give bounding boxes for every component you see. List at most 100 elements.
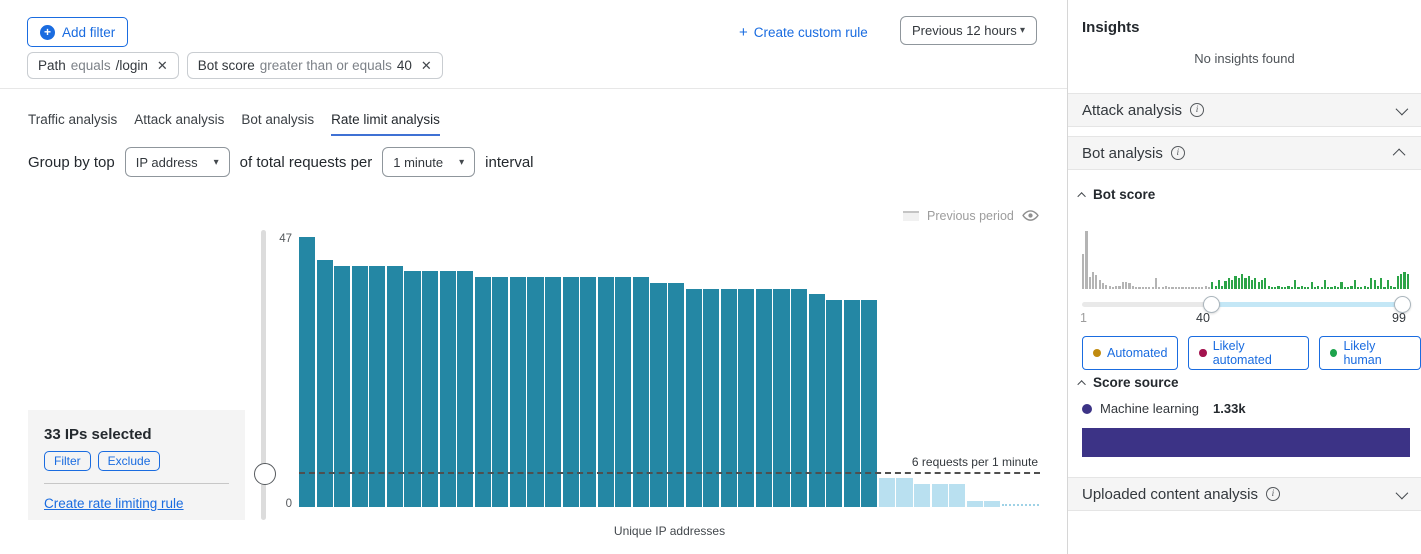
attack-analysis-label: Attack analysis xyxy=(1082,101,1183,119)
histogram-bar xyxy=(1184,287,1187,289)
filter-chip[interactable]: Path equals/login ✕ xyxy=(27,52,179,79)
chip-operator: greater than or equals xyxy=(259,58,392,73)
create-custom-rule-link[interactable]: + Create custom rule xyxy=(739,24,868,41)
histogram-bar xyxy=(1350,286,1353,289)
info-icon[interactable]: i xyxy=(1190,103,1205,117)
create-rate-limiting-rule-link[interactable]: Create rate limiting rule xyxy=(44,496,184,511)
accordion-attack-analysis[interactable]: Attack analysis i xyxy=(1068,93,1421,127)
histogram-bar xyxy=(1406,274,1409,289)
histogram-bar xyxy=(1181,287,1184,289)
badge-automated[interactable]: Automated xyxy=(1082,336,1179,370)
chart-bar xyxy=(439,271,456,507)
score-source-header: Score source xyxy=(1093,375,1179,390)
close-icon[interactable]: ✕ xyxy=(420,57,432,73)
histogram-bar xyxy=(1310,282,1313,289)
close-icon[interactable]: ✕ xyxy=(156,57,168,73)
histogram-bar xyxy=(1085,231,1088,289)
x-axis-label: Unique IP addresses xyxy=(613,524,726,538)
histogram-bar xyxy=(1376,286,1380,289)
time-range-dropdown[interactable]: Previous 12 hours ▾ xyxy=(900,16,1037,45)
add-filter-button[interactable]: + Add filter xyxy=(27,17,129,47)
threshold-dashed-line xyxy=(299,472,1040,474)
chevron-down-icon: ▾ xyxy=(1019,25,1025,36)
histogram-bar xyxy=(1237,278,1240,289)
insights-sidebar: Insights No insights found Attack analys… xyxy=(1067,0,1421,554)
chart-bar xyxy=(404,271,421,507)
chart-bar xyxy=(738,289,755,507)
chart-bar xyxy=(843,300,860,507)
histogram-bar xyxy=(1082,254,1085,289)
chart-bar xyxy=(984,501,1001,507)
histogram-bar xyxy=(1294,280,1297,289)
histogram-bar xyxy=(1095,275,1098,289)
chart-bar xyxy=(667,283,685,507)
accordion-uploaded-content-analysis[interactable]: Uploaded content analysis i xyxy=(1068,477,1421,511)
chart-bar xyxy=(703,289,720,507)
histogram-bar xyxy=(1323,280,1327,289)
histogram-bar xyxy=(1264,278,1267,289)
histogram-bar xyxy=(1144,287,1148,289)
threshold-slider-track xyxy=(261,230,266,520)
histogram-bar xyxy=(1340,282,1343,289)
slider-high-handle[interactable] xyxy=(1394,296,1411,313)
badge-likely-human[interactable]: Likely human xyxy=(1319,336,1421,370)
histogram-bar xyxy=(1194,287,1197,289)
score-source-subsection[interactable]: Score source xyxy=(1077,375,1179,390)
histogram-bar xyxy=(1290,287,1293,289)
bot-score-header: Bot score xyxy=(1093,187,1156,202)
requests-bar-chart: 6 requests per 1 minute xyxy=(299,237,1040,507)
tab-attack-analysis[interactable]: Attack analysis xyxy=(134,112,225,127)
histogram-bar xyxy=(1131,286,1134,289)
tab-bot-analysis[interactable]: Bot analysis xyxy=(241,112,315,127)
tab-rate-limit-analysis[interactable]: Rate limit analysis xyxy=(331,112,440,136)
histogram-bar xyxy=(1373,280,1376,289)
chart-bar xyxy=(527,277,544,507)
group-by-controls: Group by top IP address ▾ of total reque… xyxy=(28,147,534,177)
group-by-value: IP address xyxy=(135,154,198,170)
threshold-slider-handle[interactable] xyxy=(254,463,276,485)
histogram-bar xyxy=(1204,286,1207,289)
histogram-bar xyxy=(1370,278,1373,289)
previous-period-legend: Previous period xyxy=(903,207,1039,224)
badge-likely-automated[interactable]: Likely automated xyxy=(1188,336,1310,370)
histogram-bar xyxy=(1115,286,1118,289)
chart-bar xyxy=(580,277,597,507)
filter-chip[interactable]: Bot score greater than or equals 40 ✕ xyxy=(186,52,443,79)
tab-traffic-analysis[interactable]: Traffic analysis xyxy=(28,112,118,127)
add-filter-label: Add filter xyxy=(62,24,116,40)
histogram-bar xyxy=(1125,282,1128,289)
histogram-bar xyxy=(1121,282,1124,289)
interval-suffix-text: interval xyxy=(485,153,534,171)
exclude-button[interactable]: Exclude xyxy=(97,451,161,471)
histogram-bar xyxy=(1300,286,1303,289)
chart-bar xyxy=(931,484,948,507)
chevron-up-icon xyxy=(1077,191,1086,201)
chart-bar xyxy=(316,260,333,507)
histogram-bar xyxy=(1111,287,1114,289)
bot-score-subsection[interactable]: Bot score xyxy=(1077,187,1156,202)
interval-dropdown[interactable]: 1 minute ▾ xyxy=(382,147,476,177)
histogram-bar xyxy=(1091,272,1095,289)
histogram-bar xyxy=(1333,286,1336,289)
histogram-bar xyxy=(1227,278,1230,289)
accordion-bot-analysis[interactable]: Bot analysis i xyxy=(1068,136,1421,170)
filter-button[interactable]: Filter xyxy=(44,451,91,471)
slider-min-label: 1 xyxy=(1080,311,1087,325)
histogram-bar xyxy=(1317,286,1320,289)
chart-bar xyxy=(790,289,808,507)
histogram-bar xyxy=(1221,286,1224,289)
chart-bar xyxy=(949,484,966,507)
analysis-tabs: Traffic analysis Attack analysis Bot analy… xyxy=(28,112,440,136)
eye-icon[interactable] xyxy=(1022,207,1039,224)
info-icon[interactable]: i xyxy=(1265,487,1280,501)
histogram-bar xyxy=(1380,278,1383,289)
histogram-bar xyxy=(1260,280,1264,289)
info-icon[interactable]: i xyxy=(1170,146,1185,160)
chart-bar xyxy=(457,271,474,507)
chart-bar xyxy=(966,501,983,507)
no-insights-message: No insights found xyxy=(1194,51,1295,66)
group-by-dropdown[interactable]: IP address ▾ xyxy=(124,147,230,177)
histogram-bar xyxy=(1207,287,1211,289)
histogram-bar xyxy=(1141,287,1144,289)
slider-low-handle[interactable] xyxy=(1203,296,1220,313)
